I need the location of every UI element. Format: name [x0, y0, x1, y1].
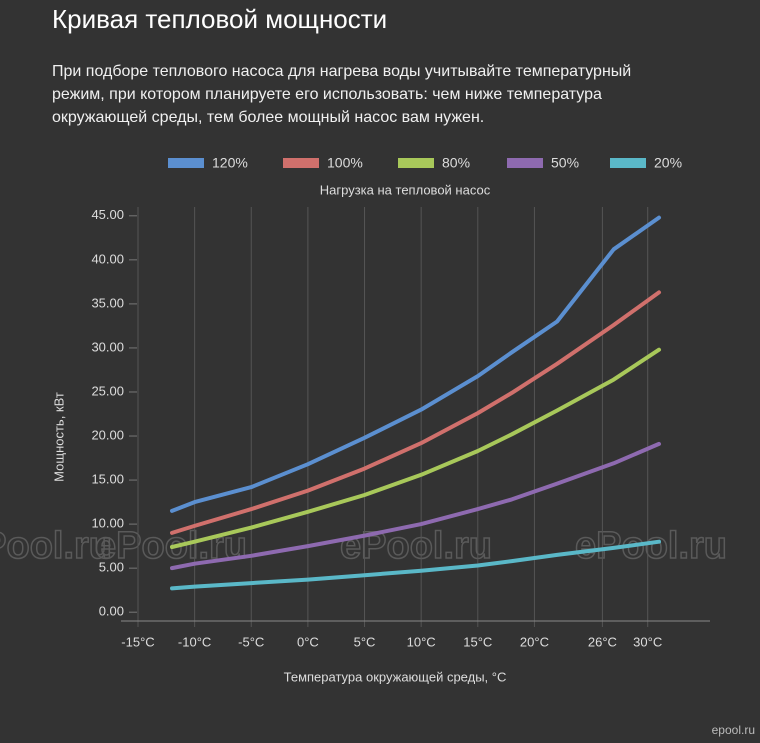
watermark: ePool.ru	[340, 525, 492, 567]
y-tick-label: 5.00	[99, 560, 124, 575]
x-tick-label: 0°C	[297, 634, 319, 649]
legend-label: 80%	[442, 155, 470, 171]
x-tick-label: 30°C	[633, 634, 662, 649]
x-tick-label: -5°C	[238, 634, 264, 649]
corner-watermark: epool.ru	[712, 723, 755, 737]
series-line	[170, 347, 661, 549]
legend-swatch	[507, 158, 543, 168]
y-tick-label: 30.00	[91, 339, 124, 354]
series-line	[170, 539, 661, 591]
series-line	[170, 441, 661, 571]
watermark: ePool.ru	[575, 525, 727, 567]
legend-label: 20%	[654, 155, 682, 171]
legend-swatch	[610, 158, 646, 168]
x-axis-label: Температура окружающей среды, °C	[284, 669, 507, 684]
legend-swatch	[398, 158, 434, 168]
legend-swatch	[283, 158, 319, 168]
series-line	[170, 215, 661, 513]
x-tick-label: -10°C	[178, 634, 211, 649]
watermark: ePool.ru	[0, 525, 112, 567]
y-tick-label: 25.00	[91, 383, 124, 398]
chart-title: Нагрузка на тепловой насос	[320, 182, 491, 197]
y-tick-label: 40.00	[91, 251, 124, 266]
legend-label: 50%	[551, 155, 579, 171]
x-tick-label: 5°C	[354, 634, 376, 649]
y-tick-label: 0.00	[99, 604, 124, 619]
y-tick-label: 35.00	[91, 295, 124, 310]
page-title: Кривая тепловой мощности	[52, 4, 388, 34]
description: При подборе теплового насоса для нагрева…	[52, 63, 632, 126]
x-tick-label: 15°C	[463, 634, 492, 649]
x-tick-label: 26°C	[588, 634, 617, 649]
legend-label: 100%	[327, 155, 363, 171]
y-tick-label: 15.00	[91, 472, 124, 487]
series-line	[170, 290, 661, 535]
x-tick-label: 20°C	[520, 634, 549, 649]
y-tick-label: 10.00	[91, 516, 124, 531]
y-axis-label: Мощность, кВт	[51, 392, 66, 482]
legend-swatch	[168, 158, 204, 168]
x-tick-label: 10°C	[407, 634, 436, 649]
y-tick-label: 20.00	[91, 427, 124, 442]
x-tick-label: -15°C	[121, 634, 154, 649]
y-tick-label: 45.00	[91, 207, 124, 222]
legend-label: 120%	[212, 155, 248, 171]
